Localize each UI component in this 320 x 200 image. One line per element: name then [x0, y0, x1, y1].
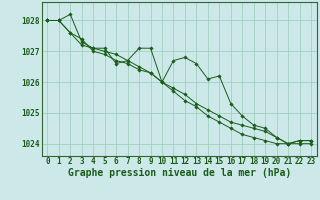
X-axis label: Graphe pression niveau de la mer (hPa): Graphe pression niveau de la mer (hPa) [68, 168, 291, 178]
